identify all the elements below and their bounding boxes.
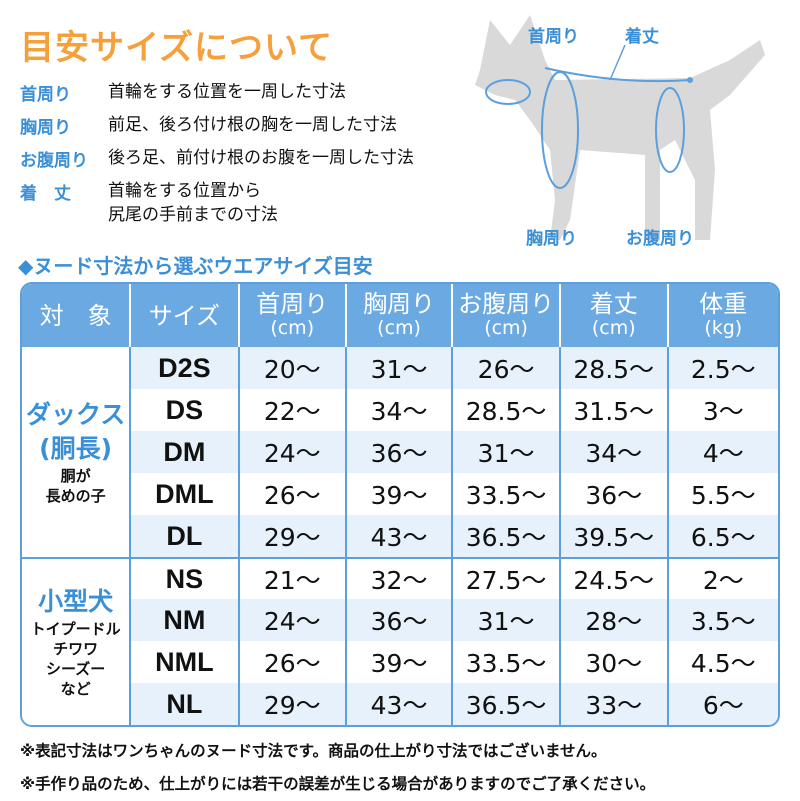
size-cell: DL xyxy=(129,515,238,557)
value-cell: 24〜 xyxy=(237,599,345,641)
diagram-label-belly: お腹周り xyxy=(626,229,694,249)
definition-belly: お腹周り 後ろ足、前付け根のお腹を一周した寸法 xyxy=(20,148,414,171)
value-cell: 33.5〜 xyxy=(451,641,559,683)
value-cell: 24.5〜 xyxy=(558,557,667,599)
value-cell: 27.5〜 xyxy=(451,557,559,599)
table-row: NM 24〜 36〜 31〜 28〜 3.5〜 xyxy=(22,599,778,641)
table-row: NML 26〜 39〜 33.5〜 30〜 4.5〜 xyxy=(22,641,778,683)
table-row: DL 29〜 43〜 36.5〜 39.5〜 6.5〜 xyxy=(22,515,778,557)
value-cell: 39〜 xyxy=(344,473,451,515)
value-cell: 5.5〜 xyxy=(666,473,778,515)
note: ※手作り品のため、仕上がりには若干の誤差が生じる場合がありますのでご了承ください… xyxy=(20,775,656,793)
value-cell: 36.5〜 xyxy=(451,515,559,557)
value-cell: 6.5〜 xyxy=(666,515,778,557)
value-cell: 39.5〜 xyxy=(558,515,667,557)
value-cell: 31.5〜 xyxy=(558,389,667,431)
size-cell: NM xyxy=(129,599,238,641)
value-cell: 21〜 xyxy=(237,557,345,599)
value-cell: 36.5〜 xyxy=(451,683,559,725)
table-row: DM 24〜 36〜 31〜 34〜 4〜 xyxy=(22,431,778,473)
value-cell: 34〜 xyxy=(344,389,451,431)
group-label: ダックス (胴長) 胴が 長めの子 xyxy=(22,347,130,557)
value-cell: 43〜 xyxy=(344,683,452,725)
value-cell: 4〜 xyxy=(666,431,778,473)
table-row: 小型犬 トイプードル チワワ シーズー など NS 21〜 32〜 27.5〜 24.5〜 2〜 xyxy=(22,557,778,725)
value-cell: 2.5〜 xyxy=(666,347,778,389)
value-cell: 3.5〜 xyxy=(666,599,778,641)
value-cell: 36〜 xyxy=(344,431,452,473)
size-table: 対 象サイズ 首周り (cm) 胸周り (cm) お腹周り (cm) 着丈 (cm) 体重 (kg)… xyxy=(20,282,780,727)
column-header: 対 象 xyxy=(22,284,130,347)
diagram-label-length: 着丈 xyxy=(625,27,659,47)
definition-chest: 胸周り 前足、後ろ付け根の胸を一周した寸法 xyxy=(20,115,397,138)
column-header: 着丈 (cm) xyxy=(558,284,667,347)
value-cell: 31〜 xyxy=(344,347,452,389)
size-cell: NL xyxy=(129,683,238,725)
size-cell: DML xyxy=(129,473,237,515)
table-row: NL 29〜 43〜 36.5〜 33〜 6〜 xyxy=(22,683,778,725)
value-cell: 36〜 xyxy=(344,599,452,641)
value-cell: 26〜 xyxy=(237,473,345,515)
value-cell: 28.5〜 xyxy=(558,347,667,389)
column-header: 首周り (cm) xyxy=(237,284,345,347)
notes: ※表記寸法はワンちゃんのヌード寸法です。商品の仕上がり寸法ではございません。 ※… xyxy=(20,735,655,801)
dog-silhouette-illustration xyxy=(475,15,765,240)
value-cell: 24〜 xyxy=(237,431,345,473)
value-cell: 6〜 xyxy=(666,683,778,725)
column-header: 体重 (kg) xyxy=(666,284,778,347)
column-header: 胸周り (cm) xyxy=(344,284,452,347)
size-cell: DS xyxy=(129,389,237,431)
value-cell: 3〜 xyxy=(666,389,778,431)
value-cell: 33.5〜 xyxy=(451,473,559,515)
definitions: 首周り 首輪をする位置を一周した寸法 胸周り 前足、後ろ付け根の胸を一周した寸法 お… xyxy=(20,80,414,225)
table-row: ダックス (胴長) 胴が 長めの子 D2S 20〜 31〜 26〜 28.5〜 2.5〜 xyxy=(22,347,778,557)
value-cell: 31〜 xyxy=(451,599,559,641)
value-cell: 4.5〜 xyxy=(666,641,778,683)
value-cell: 29〜 xyxy=(237,683,345,725)
value-cell: 26〜 xyxy=(451,347,559,389)
value-cell: 22〜 xyxy=(237,389,345,431)
table-row: DS 22〜 34〜 28.5〜 31.5〜 3〜 xyxy=(22,389,778,431)
size-cell: D2S xyxy=(129,347,238,389)
value-cell: 29〜 xyxy=(237,515,345,557)
note: ※表記寸法はワンちゃんのヌード寸法です。商品の仕上がり寸法ではございません。 xyxy=(20,742,607,760)
size-cell: NS xyxy=(129,557,238,599)
diagram-label-neck: 首周り xyxy=(528,27,579,47)
group-label: 小型犬 トイプードル チワワ シーズー など xyxy=(22,557,130,725)
value-cell: 43〜 xyxy=(344,515,452,557)
value-cell: 34〜 xyxy=(558,431,667,473)
value-cell: 33〜 xyxy=(558,683,667,725)
value-cell: 32〜 xyxy=(344,557,452,599)
value-cell: 2〜 xyxy=(666,557,778,599)
value-cell: 39〜 xyxy=(344,641,451,683)
value-cell: 28.5〜 xyxy=(451,389,559,431)
value-cell: 28〜 xyxy=(558,599,667,641)
size-cell: DM xyxy=(129,431,238,473)
definition-neck: 首周り 首輪をする位置を一周した寸法 xyxy=(20,82,346,105)
value-cell: 26〜 xyxy=(237,641,345,683)
column-header: お腹周り (cm) xyxy=(451,284,559,347)
value-cell: 30〜 xyxy=(558,641,667,683)
table-row: DML 26〜 39〜 33.5〜 36〜 5.5〜 xyxy=(22,473,778,515)
page-title: 目安サイズについて xyxy=(20,28,333,68)
size-cell: NML xyxy=(129,641,237,683)
column-header: サイズ xyxy=(129,284,238,347)
diagram-label-chest: 胸周り xyxy=(526,229,577,249)
value-cell: 36〜 xyxy=(558,473,667,515)
definition-length: 着 丈首輪をする位置から 尻尾の手前までの寸法 xyxy=(20,181,278,225)
value-cell: 20〜 xyxy=(237,347,345,389)
table-subtitle: ◆ヌード寸法から選ぶウエアサイズ目安 xyxy=(18,254,373,278)
value-cell: 31〜 xyxy=(451,431,559,473)
